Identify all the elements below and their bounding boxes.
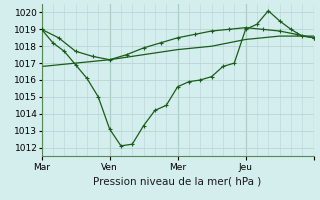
X-axis label: Pression niveau de la mer( hPa ): Pression niveau de la mer( hPa ) — [93, 176, 262, 186]
